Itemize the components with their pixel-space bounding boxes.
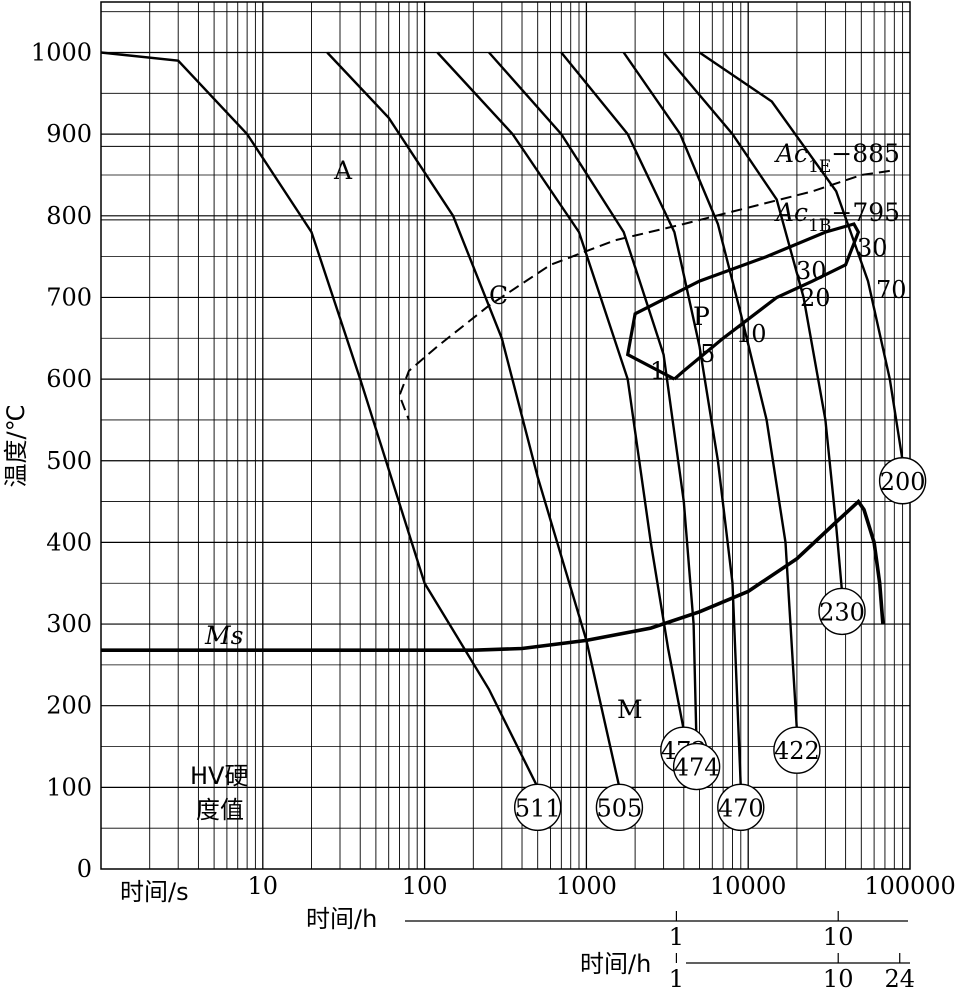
- p-isoline-5: 5: [700, 340, 715, 368]
- hardness-value: 230: [819, 598, 865, 626]
- y-tick-label: 500: [46, 447, 92, 475]
- region-label-martensite: M: [617, 695, 643, 724]
- cooling-curve: [100, 51, 539, 788]
- y-tick-label: 900: [46, 120, 92, 148]
- x-axis-title-seconds: 时间/s: [120, 878, 189, 906]
- cooling-curve: [560, 51, 742, 788]
- y-tick-label: 600: [46, 365, 92, 393]
- hardness-values: 511505472474470422230200: [513, 457, 927, 832]
- x-tick-label-seconds: 100: [402, 872, 448, 900]
- cooling-curves: [100, 51, 904, 788]
- x-tick-label-days: 10: [823, 965, 854, 991]
- cooling-curve: [488, 51, 698, 747]
- hardness-value: 200: [880, 468, 926, 496]
- x-tick-label-seconds: 1000: [556, 872, 617, 900]
- y-tick-label: 0: [77, 855, 92, 883]
- hardness-circle: [717, 783, 765, 832]
- p-isoline-30a: 30: [796, 257, 827, 285]
- hardness-value: 505: [597, 794, 643, 822]
- ms-label: Ms: [204, 621, 243, 650]
- y-tick-label: 700: [46, 283, 92, 311]
- y-tick-label: 1000: [31, 39, 92, 67]
- cooling-curve: [622, 51, 799, 731]
- y-tick-label: 400: [46, 528, 92, 556]
- p-isoline-20: 20: [800, 284, 831, 312]
- hardness-circle: [513, 783, 562, 832]
- x-tick-label-hours: 10: [823, 923, 854, 951]
- pearlite-region: [625, 222, 861, 381]
- hardness-value: 474: [674, 754, 720, 782]
- cooling-curve: [662, 51, 844, 592]
- y-tick-label: 800: [46, 202, 92, 230]
- hardness-value: 422: [774, 737, 820, 765]
- ac1b-label: Ac1B−795: [774, 198, 900, 236]
- hardness-legend-line2: 度值: [196, 796, 244, 824]
- x-tick-label-days: 1: [669, 965, 684, 991]
- y-tick-labels: 0 100 200 300 400 500 600 700 800 900 1000: [31, 39, 92, 884]
- grid: [100, 1, 911, 870]
- y-tick-label: 300: [46, 610, 92, 638]
- y-tick-label: 100: [46, 773, 92, 801]
- hardness-legend-line1: HV硬: [190, 762, 248, 790]
- hardness-circle: [878, 457, 927, 505]
- region-label-bainite: C: [489, 281, 508, 310]
- y-axis-title: 温度/℃: [2, 404, 30, 487]
- p-isoline-30b: 30: [857, 234, 888, 262]
- x-tick-labels: 10100100010000100000110100100011024: [248, 872, 955, 991]
- p-isoline-70: 70: [876, 276, 907, 304]
- ms-line: [101, 498, 885, 652]
- bainite-start-line: [398, 169, 890, 421]
- hardness-circle: [773, 726, 821, 774]
- x-axis-title-hours: 时间/h: [306, 905, 377, 933]
- hardness-value: 470: [718, 794, 764, 822]
- hardness-circle: [818, 587, 866, 636]
- p-isoline-1: 1: [650, 357, 665, 385]
- x-tick-label-days: 24: [884, 965, 915, 991]
- p-isoline-10: 10: [736, 320, 767, 348]
- hardness-circle: [595, 783, 644, 832]
- plot-frame: [100, 1, 911, 870]
- x-tick-label-seconds: 10: [248, 872, 279, 900]
- ac1e-label: Ac1E−885: [774, 139, 900, 177]
- region-label-pearlite: P: [693, 302, 710, 331]
- region-label-austenite: A: [333, 156, 353, 185]
- hardness-circle: [672, 742, 721, 791]
- hardness-value: 511: [515, 794, 561, 822]
- x-axis-title-days: 时间/h: [580, 950, 651, 978]
- cooling-curve: [436, 51, 685, 731]
- x-tick-label-seconds: 100000: [864, 872, 955, 900]
- x-tick-label-seconds: 10000: [710, 872, 786, 900]
- y-tick-label: 200: [46, 692, 92, 720]
- x-tick-label-hours: 1: [669, 923, 684, 951]
- cooling-curve: [698, 51, 904, 461]
